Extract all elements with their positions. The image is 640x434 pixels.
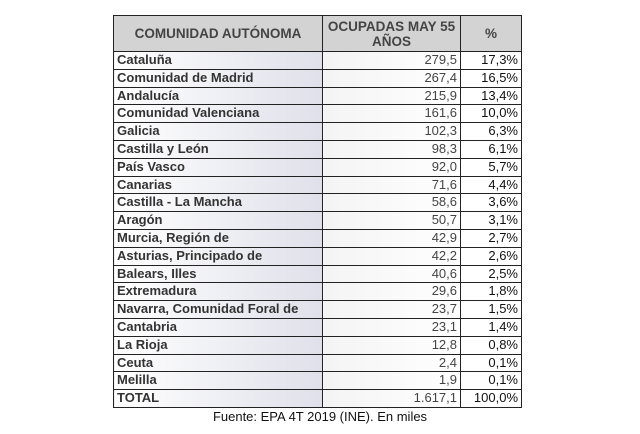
region-cell: Cataluña [113,51,323,70]
employed-cell: 161,6 [322,104,461,124]
table-row: Balears, Illes 40,6 2,5% [113,264,522,284]
employed-cell: 98,3 [322,139,461,159]
region-cell: Extremadura [113,282,323,302]
employed-cell: 23,1 [322,317,461,337]
table-row: Castilla y León 98,3 6,1% [113,139,522,159]
region-cell: Andalucía [113,86,323,106]
percent-cell: 1,4% [460,317,522,337]
table-row: Comunidad Valenciana 161,6 10,0% [113,104,522,124]
employed-cell: 1,9 [322,371,461,391]
header-region: COMUNIDAD AUTÓNOMA [113,15,323,52]
table-row: Cantabria 23,1 1,4% [113,317,522,337]
employed-cell: 92,0 [322,157,461,177]
employed-cell: 215,9 [322,86,461,106]
percent-cell: 2,6% [460,246,522,266]
employed-cell: 40,6 [322,264,461,284]
region-cell: Melilla [113,371,323,391]
header-employed: OCUPADAS MAY 55 AÑOS [322,15,461,52]
employed-cell: 279,5 [322,51,461,70]
employed-cell: 29,6 [322,282,461,302]
region-cell: Asturias, Principado de [113,246,323,266]
employed-cell: 42,2 [322,246,461,266]
percent-cell: 13,4% [460,86,522,106]
employed-cell: 102,3 [322,122,461,141]
region-cell: Balears, Illes [113,264,323,284]
percent-cell: 1,8% [460,282,522,302]
percent-cell: 6,1% [460,139,522,159]
table-row: Navarra, Comunidad Foral de 23,7 1,5% [113,300,522,319]
employed-cell: 12,8 [322,335,461,355]
table-row: Murcia, Región de 42,9 2,7% [113,228,522,248]
percent-cell: 2,5% [460,264,522,284]
percent-cell: 5,7% [460,157,522,177]
percent-cell: 10,0% [460,104,522,124]
percent-cell: 3,1% [460,211,522,230]
table-row: País Vasco 92,0 5,7% [113,157,522,177]
percent-cell: 6,3% [460,122,522,141]
region-cell: La Rioja [113,335,323,355]
percent-cell: 16,5% [460,68,522,88]
source-caption: Fuente: EPA 4T 2019 (INE). En miles [212,409,428,424]
region-cell: Comunidad de Madrid [113,68,323,88]
region-cell: Cantabria [113,317,323,337]
employed-cell: 50,7 [322,211,461,230]
table-row: Cataluña 279,5 17,3% [113,51,522,70]
percent-cell: 17,3% [460,51,522,70]
percent-cell: 1,5% [460,300,522,319]
employment-table: COMUNIDAD AUTÓNOMA OCUPADAS MAY 55 AÑOS … [113,15,522,408]
table-row: Aragón 50,7 3,1% [113,211,522,230]
employed-cell: 23,7 [322,300,461,319]
employed-cell: 71,6 [322,175,461,195]
region-cell: Canarias [113,175,323,195]
region-cell: Murcia, Región de [113,228,323,248]
region-cell: Galicia [113,122,323,141]
table-row: Extremadura 29,6 1,8% [113,282,522,302]
region-cell: País Vasco [113,157,323,177]
region-cell: Castilla y León [113,139,323,159]
region-cell: Aragón [113,211,323,230]
region-cell: Ceuta [113,353,323,373]
table-row: Ceuta 2,4 0,1% [113,353,522,373]
employed-cell: 42,9 [322,228,461,248]
header-percent: % [460,15,522,52]
employed-cell: 1.617,1 [322,389,461,408]
table-row: Andalucía 215,9 13,4% [113,86,522,106]
table-row: Melilla 1,9 0,1% [113,371,522,391]
total-row: TOTAL 1.617,1 100,0% [113,389,522,408]
table-row: Asturias, Principado de 42,2 2,6% [113,246,522,266]
percent-cell: 0,1% [460,371,522,391]
table-row: Comunidad de Madrid 267,4 16,5% [113,68,522,88]
percent-cell: 100,0% [460,389,522,408]
header-row: COMUNIDAD AUTÓNOMA OCUPADAS MAY 55 AÑOS … [113,15,522,52]
percent-cell: 0,1% [460,353,522,373]
table-row: La Rioja 12,8 0,8% [113,335,522,355]
employed-cell: 267,4 [322,68,461,88]
region-cell: TOTAL [113,389,323,408]
employed-cell: 58,6 [322,193,461,213]
table-row: Galicia 102,3 6,3% [113,122,522,141]
region-cell: Comunidad Valenciana [113,104,323,124]
percent-cell: 2,7% [460,228,522,248]
employed-cell: 2,4 [322,353,461,373]
table-row: Canarias 71,6 4,4% [113,175,522,195]
percent-cell: 0,8% [460,335,522,355]
percent-cell: 4,4% [460,175,522,195]
region-cell: Navarra, Comunidad Foral de [113,300,323,319]
percent-cell: 3,6% [460,193,522,213]
table-row: Castilla - La Mancha 58,6 3,6% [113,193,522,213]
region-cell: Castilla - La Mancha [113,193,323,213]
